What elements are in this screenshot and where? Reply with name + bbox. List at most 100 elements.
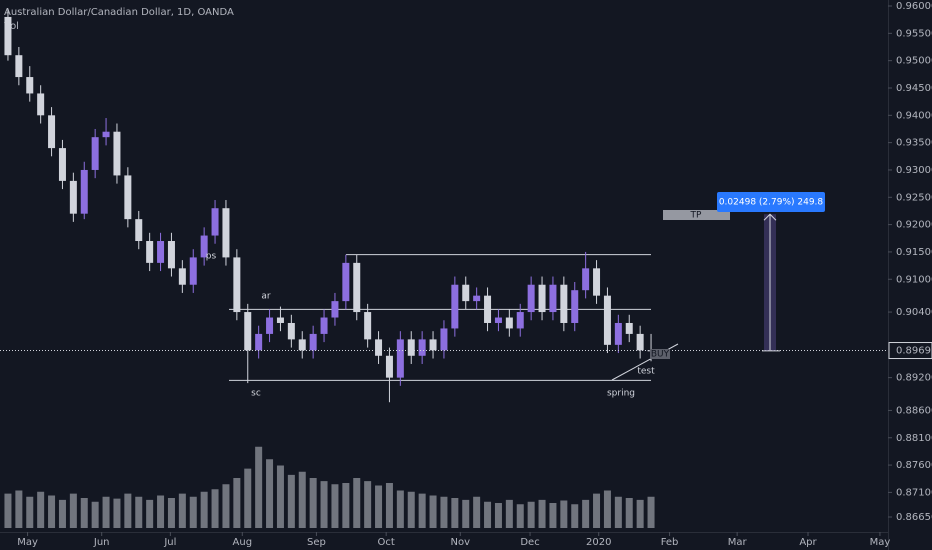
candle-body bbox=[593, 268, 601, 296]
volume-bar bbox=[80, 498, 88, 528]
volume-bar bbox=[473, 496, 481, 528]
volume-bar bbox=[429, 495, 437, 528]
x-tick-label: Feb bbox=[661, 537, 679, 548]
candle-body bbox=[4, 16, 12, 56]
volume-bar bbox=[603, 490, 611, 528]
candle-body bbox=[494, 317, 502, 323]
candle-body bbox=[102, 131, 110, 138]
volume-bar bbox=[91, 501, 99, 528]
candle-body bbox=[331, 301, 339, 318]
candle-body bbox=[48, 115, 56, 149]
x-tick-label: May bbox=[17, 537, 38, 548]
volume-bar bbox=[636, 499, 644, 528]
candle-body bbox=[189, 257, 197, 285]
candle-body bbox=[342, 262, 350, 302]
candle-body bbox=[26, 77, 34, 94]
candle-body bbox=[571, 290, 579, 323]
annotation: ar bbox=[261, 292, 271, 302]
candle-body bbox=[167, 241, 175, 269]
volume-bar bbox=[320, 481, 328, 528]
volume-bar bbox=[593, 493, 601, 528]
candle-body bbox=[320, 317, 328, 334]
candle-body bbox=[276, 317, 284, 323]
volume-bar bbox=[266, 459, 274, 528]
volume-bar bbox=[516, 504, 524, 528]
candle-body bbox=[255, 333, 263, 351]
volume-bar bbox=[625, 498, 633, 528]
x-tick-label: Oct bbox=[378, 537, 395, 548]
candle-body bbox=[222, 208, 230, 258]
candle-body bbox=[15, 55, 23, 78]
annotation: test bbox=[637, 367, 655, 377]
candle-body bbox=[473, 295, 481, 302]
volume-bar bbox=[178, 493, 186, 528]
candle-body bbox=[69, 180, 77, 214]
candle-body bbox=[462, 284, 470, 302]
volume-bar bbox=[353, 478, 361, 528]
candle-body bbox=[407, 339, 415, 356]
x-tick-label: Apr bbox=[799, 537, 817, 548]
volume-bar bbox=[505, 499, 513, 528]
volume-bar bbox=[385, 483, 393, 528]
volume-bar bbox=[135, 496, 143, 528]
candle-body bbox=[560, 284, 568, 323]
x-tick-label: Dec bbox=[520, 537, 539, 548]
candle-body bbox=[385, 355, 393, 378]
candle-body bbox=[135, 219, 143, 242]
volume-bar bbox=[222, 484, 230, 528]
volume-bar bbox=[298, 471, 306, 528]
x-tick-label: 2020 bbox=[586, 537, 611, 548]
candle-body bbox=[91, 137, 99, 170]
candle-body bbox=[146, 241, 154, 263]
volume-bar bbox=[462, 499, 470, 528]
candle-body bbox=[614, 322, 622, 345]
volume-bar bbox=[200, 491, 208, 528]
candle-body bbox=[37, 93, 45, 116]
volume-bar bbox=[364, 481, 372, 528]
volume-bar bbox=[37, 491, 45, 528]
volume-bar bbox=[396, 490, 404, 528]
volume-bar bbox=[255, 446, 263, 528]
annotation: TP bbox=[690, 211, 702, 221]
candle-body bbox=[364, 312, 372, 340]
volume-bar bbox=[309, 478, 317, 528]
volume-bar bbox=[26, 496, 34, 528]
candle-body bbox=[603, 295, 611, 345]
volume-bar bbox=[331, 484, 339, 528]
x-tick-label: Jun bbox=[93, 537, 110, 548]
annotation: ps bbox=[206, 252, 217, 262]
volume-bar bbox=[58, 499, 66, 528]
candle-body bbox=[549, 284, 557, 313]
candle-body bbox=[451, 284, 459, 329]
volume-bar bbox=[494, 503, 502, 528]
volume-bar bbox=[102, 496, 110, 528]
volume-bar bbox=[157, 495, 165, 528]
annotation: sc bbox=[251, 389, 261, 399]
volume-bar bbox=[342, 483, 350, 528]
tp-box bbox=[663, 210, 730, 220]
x-tick-label: Sep bbox=[307, 537, 326, 548]
measure-box bbox=[717, 192, 825, 212]
candle-body bbox=[516, 312, 524, 329]
volume-bar bbox=[276, 465, 284, 528]
measure-head bbox=[763, 213, 777, 221]
candle-body bbox=[200, 235, 208, 258]
x-tick-label: Jul bbox=[163, 537, 176, 548]
volume-bar bbox=[407, 491, 415, 528]
candle-body bbox=[80, 169, 88, 214]
volume-bar bbox=[440, 496, 448, 528]
candle-body bbox=[124, 175, 132, 220]
volume-bar bbox=[15, 490, 23, 528]
